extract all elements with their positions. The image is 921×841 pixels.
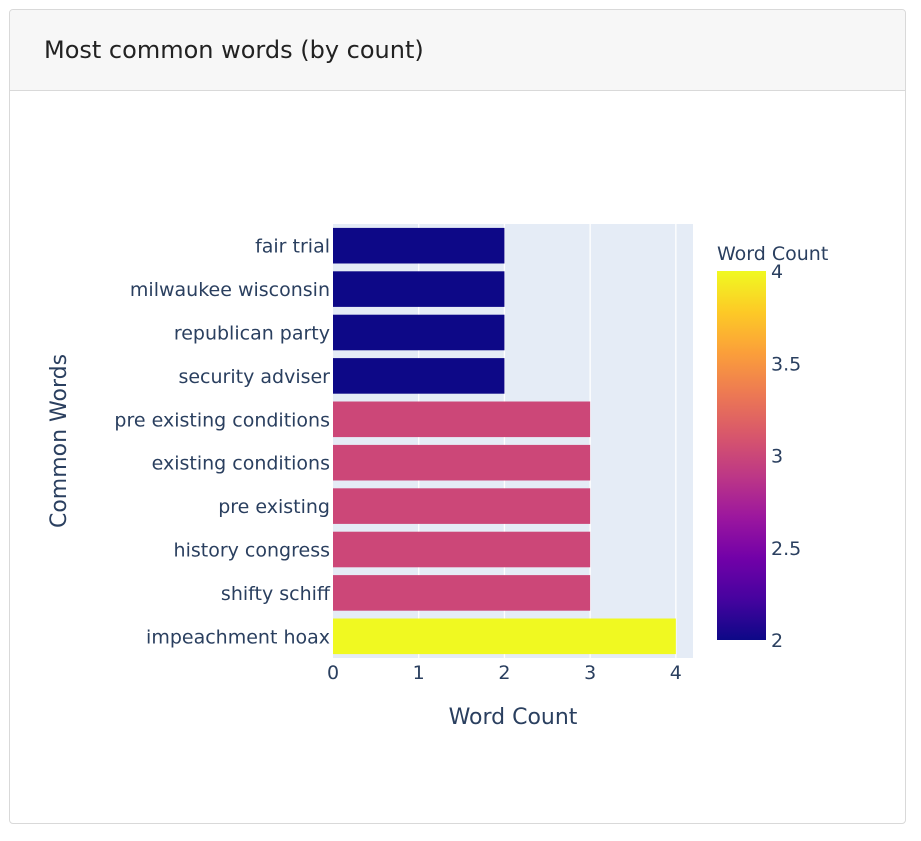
colorbar-tick-labels: 2 2.5 3 3.5 4 <box>771 261 801 652</box>
bar <box>333 575 591 611</box>
colorbar-tick-label: 4 <box>771 261 783 283</box>
x-tick-labels: 0 1 2 3 4 <box>327 662 682 684</box>
bar <box>333 618 676 655</box>
y-tick-label: impeachment hoax <box>146 626 330 648</box>
bar <box>333 314 505 351</box>
x-tick-label: 0 <box>327 662 339 684</box>
colorbar-tick-label: 3 <box>771 446 783 468</box>
colorbar-title: Word Count <box>717 243 828 265</box>
y-tick-label: pre existing <box>218 496 330 518</box>
y-tick-label: existing conditions <box>152 453 330 475</box>
bar <box>333 488 591 524</box>
y-tick-label: security adviser <box>178 366 330 388</box>
bar <box>333 444 591 481</box>
card-title: Most common words (by count) <box>44 36 424 64</box>
colorbar-tick-label: 2.5 <box>771 538 801 560</box>
bar <box>333 401 591 438</box>
colorbar-tick-label: 2 <box>771 630 783 652</box>
x-tick-label: 2 <box>498 662 510 684</box>
y-tick-label: pre existing conditions <box>114 409 330 431</box>
x-axis-title: Word Count <box>449 705 578 730</box>
bar <box>333 358 505 394</box>
card-header: Most common words (by count) <box>10 10 905 91</box>
x-tick-label: 3 <box>584 662 596 684</box>
y-tick-label: shifty schiff <box>221 583 331 605</box>
y-axis-title: Common Words <box>47 354 72 528</box>
y-tick-label: history congress <box>174 540 330 562</box>
bars <box>333 227 676 655</box>
x-tick-label: 4 <box>670 662 682 684</box>
bar <box>333 227 505 264</box>
x-tick-label: 1 <box>413 662 425 684</box>
bar <box>333 271 505 307</box>
y-tick-label: milwaukee wisconsin <box>130 279 330 301</box>
y-tick-labels: impeachment hoax shifty schiff history con… <box>114 236 330 649</box>
colorbar-tick-label: 3.5 <box>771 353 801 375</box>
colorbar <box>717 271 766 640</box>
y-tick-label: republican party <box>174 323 330 345</box>
y-tick-label: fair trial <box>255 236 330 258</box>
bar <box>333 531 591 568</box>
